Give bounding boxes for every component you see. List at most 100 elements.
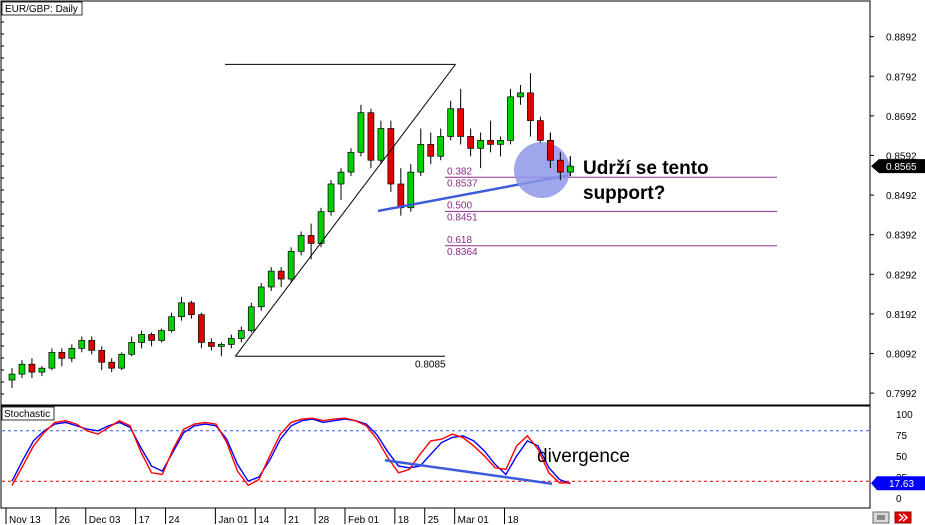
candle-body <box>237 330 245 339</box>
candle <box>387 120 395 192</box>
price-tick-label: 0.8892 <box>886 33 917 44</box>
candle-body <box>397 183 405 209</box>
stochastic-tick-label: 75 <box>896 431 908 442</box>
fib-price-label: 0.8364 <box>447 247 478 258</box>
price-tick-label: 0.8792 <box>886 72 917 83</box>
candle-body <box>287 250 295 280</box>
candle-body <box>68 348 76 359</box>
candle-body <box>377 128 385 161</box>
candle <box>257 283 265 311</box>
candle <box>227 334 235 349</box>
candle <box>367 108 375 169</box>
date-tick-label: 25 <box>428 515 440 525</box>
candle <box>8 368 16 388</box>
date-tick-label: 17 <box>139 515 151 525</box>
candle <box>158 328 165 343</box>
candle-body <box>28 363 36 373</box>
candle <box>148 332 155 347</box>
candle-body <box>537 120 544 141</box>
price-tick-label: 0.8092 <box>886 350 917 361</box>
candle <box>218 342 225 357</box>
candle-body <box>118 353 126 369</box>
candle-body <box>267 270 275 288</box>
candle-body <box>8 373 16 381</box>
date-tick-label: Nov 13 <box>9 515 41 525</box>
chart-title: EUR/GBP: Daily <box>5 4 78 15</box>
stochastic-tick-label: 0 <box>896 494 902 505</box>
current-price-label: 0.8565 <box>886 162 917 173</box>
fib-price-label: 0.8537 <box>447 178 478 189</box>
candle <box>277 267 285 287</box>
candle <box>108 358 116 373</box>
candle-body <box>178 302 185 318</box>
stochastic-tick-label: 100 <box>896 410 913 421</box>
date-tick-label: Jan 01 <box>218 515 248 525</box>
candle <box>18 360 26 379</box>
stoch-panel <box>0 405 871 509</box>
candle <box>237 326 245 343</box>
candle-body <box>447 108 455 137</box>
candle-body <box>427 144 435 157</box>
swing-low-label: 0.8085 <box>415 359 446 370</box>
candle-body <box>317 211 325 244</box>
candle-body <box>218 344 225 347</box>
date-tick-label: 18 <box>398 515 410 525</box>
date-tick-label: 26 <box>59 515 71 525</box>
candle-body <box>198 314 205 343</box>
stoch-title-box <box>1 406 55 421</box>
candle <box>337 168 345 200</box>
candle <box>58 348 66 367</box>
candle-body <box>58 351 66 359</box>
candle <box>138 330 145 349</box>
candle <box>188 300 195 319</box>
candle-body <box>18 363 26 375</box>
candle-body <box>527 92 534 121</box>
fib-ratio-label: 0.382 <box>447 166 472 177</box>
price-tick-label: 0.8392 <box>886 231 917 242</box>
candle <box>38 366 46 377</box>
candle-body <box>38 367 46 373</box>
candle <box>457 88 464 145</box>
date-tick-label: Mar 01 <box>458 515 490 525</box>
candle <box>317 207 325 248</box>
candle-body <box>417 144 425 173</box>
price-tick-label: 0.8592 <box>886 151 917 162</box>
stochastic-d-line <box>11 417 571 487</box>
current-stochastic-label: 17.63 <box>889 479 914 490</box>
stochastic-tick-label: 50 <box>896 452 908 463</box>
candle-body <box>566 165 574 173</box>
price-panel <box>0 0 871 406</box>
candle-body <box>477 140 484 149</box>
stochastic-axis-ticks: 1007550250 <box>896 410 913 505</box>
swing-diagonal <box>234 64 456 357</box>
candle-body <box>507 96 514 141</box>
candle <box>128 336 135 357</box>
date-axis-ticks: Nov 13 26 Dec 03 17 24 Jan 01 14 21 28 Feb 01 18 25… <box>1 507 870 525</box>
candle-body <box>307 235 315 244</box>
candle <box>377 120 385 165</box>
candle-body <box>517 92 524 98</box>
price-tick-label: 0.7992 <box>886 389 917 400</box>
price-tick-label: 0.8692 <box>886 112 917 123</box>
candle <box>327 180 335 216</box>
scroll-right-icon[interactable] <box>894 511 912 524</box>
title-box <box>1 1 83 16</box>
candle <box>507 88 514 145</box>
candle-body <box>78 340 86 349</box>
scroll-left-icon[interactable] <box>872 511 890 524</box>
candle <box>477 132 484 169</box>
candle <box>247 302 255 333</box>
current-price-tag <box>871 159 925 174</box>
candle-body <box>227 338 235 345</box>
candle-body <box>188 302 195 316</box>
fib-ratio-label: 0.500 <box>447 200 472 211</box>
stochastic-lines <box>2 417 869 487</box>
support-question-line-1: Udrží se tento <box>583 158 709 179</box>
candle-body <box>387 128 395 185</box>
candle <box>78 336 86 353</box>
candle-body <box>247 306 255 331</box>
candle <box>287 247 295 284</box>
candle <box>168 312 175 333</box>
